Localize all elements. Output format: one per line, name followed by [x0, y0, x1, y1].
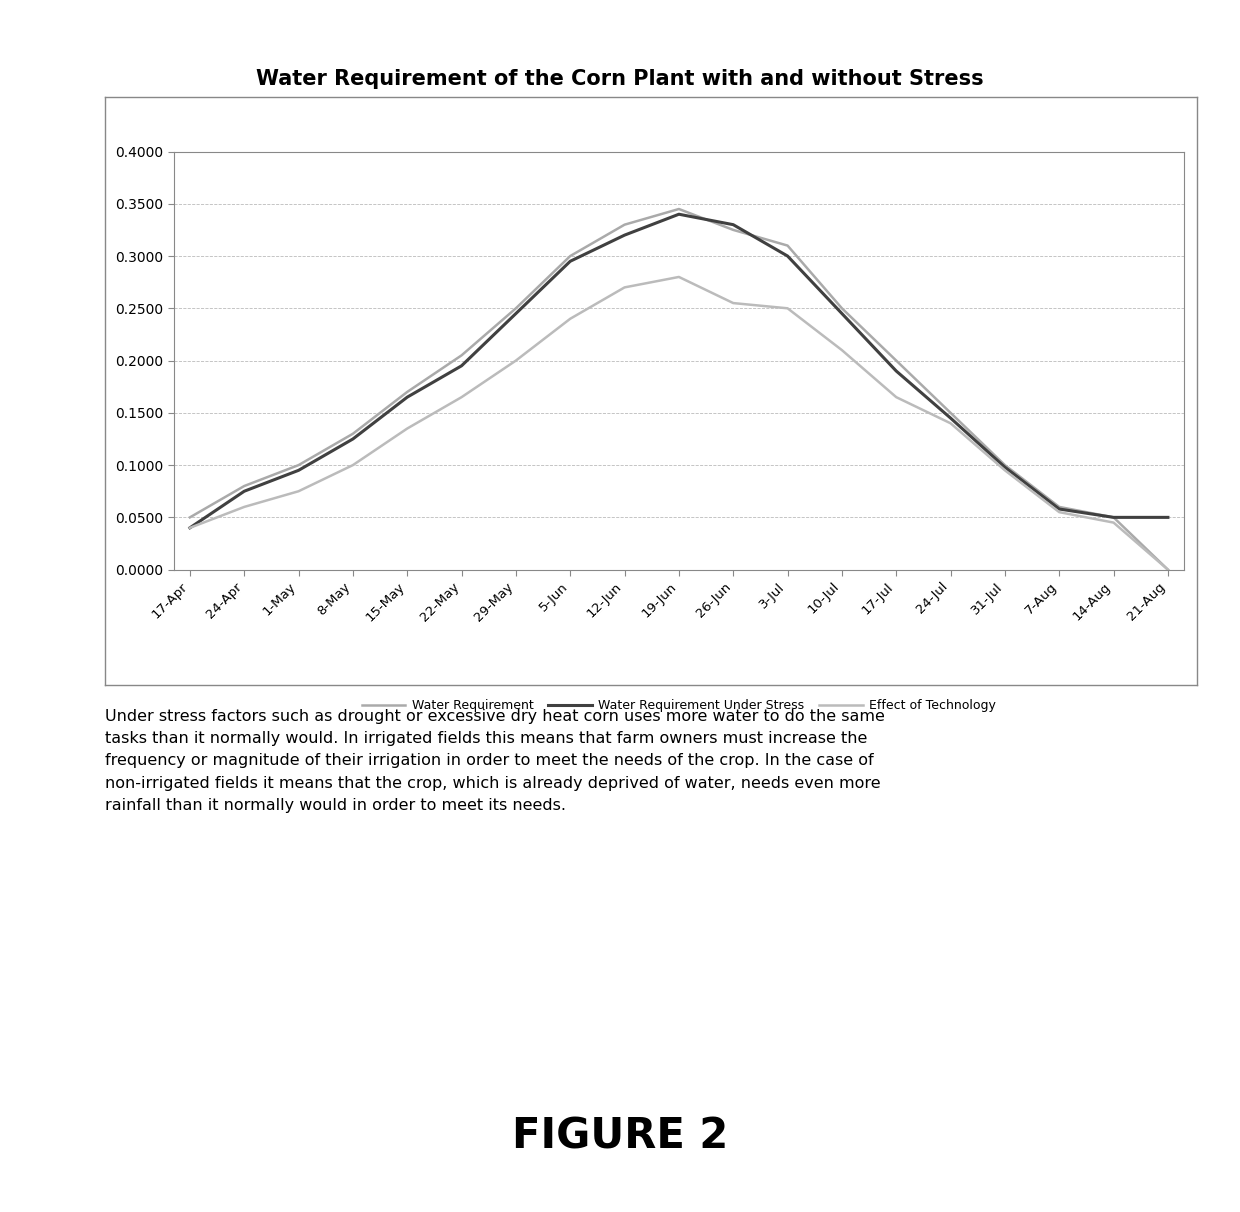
- Water Requirement Under Stress: [1052, 502, 1066, 516]
- Effect of Technology: [1161, 562, 1176, 577]
- Water Requirement Under Stress: [1106, 510, 1121, 525]
- Text: FIGURE 2: FIGURE 2: [512, 1116, 728, 1157]
- Effect of Technology: [399, 422, 414, 436]
- Water Requirement Under Stress: [291, 463, 306, 478]
- Water Requirement: [780, 239, 795, 253]
- Effect of Technology: [835, 343, 849, 358]
- Effect of Technology: [563, 311, 578, 326]
- Line: Effect of Technology: Effect of Technology: [190, 278, 1168, 570]
- Water Requirement Under Stress: [997, 459, 1012, 474]
- Water Requirement Under Stress: [780, 248, 795, 263]
- Line: Water Requirement: Water Requirement: [190, 208, 1168, 570]
- Effect of Technology: [780, 301, 795, 315]
- Water Requirement Under Stress: [618, 228, 632, 242]
- Water Requirement Under Stress: [672, 207, 687, 222]
- Effect of Technology: [454, 390, 469, 405]
- Water Requirement Under Stress: [1161, 510, 1176, 525]
- Water Requirement: [237, 479, 252, 493]
- Effect of Technology: [1106, 515, 1121, 530]
- Effect of Technology: [291, 484, 306, 498]
- Effect of Technology: [618, 280, 632, 295]
- Effect of Technology: [508, 354, 523, 368]
- Water Requirement: [1052, 499, 1066, 514]
- Water Requirement: [835, 301, 849, 315]
- Text: Water Requirement of the Corn Plant with and without Stress: Water Requirement of the Corn Plant with…: [257, 69, 983, 88]
- Effect of Technology: [237, 499, 252, 514]
- Water Requirement: [1161, 562, 1176, 577]
- Line: Water Requirement Under Stress: Water Requirement Under Stress: [190, 215, 1168, 528]
- Water Requirement Under Stress: [889, 364, 904, 378]
- Water Requirement Under Stress: [835, 307, 849, 321]
- Text: Under stress factors such as drought or excessive dry heat corn uses more water : Under stress factors such as drought or …: [105, 709, 885, 813]
- Effect of Technology: [672, 270, 687, 285]
- Water Requirement Under Stress: [346, 431, 361, 446]
- Water Requirement: [725, 223, 740, 238]
- Effect of Technology: [997, 463, 1012, 478]
- Effect of Technology: [944, 416, 959, 430]
- Effect of Technology: [182, 521, 197, 536]
- Effect of Technology: [346, 458, 361, 473]
- Water Requirement: [944, 406, 959, 421]
- Water Requirement: [889, 354, 904, 368]
- Water Requirement: [563, 248, 578, 263]
- Water Requirement Under Stress: [182, 521, 197, 536]
- Effect of Technology: [725, 296, 740, 310]
- Water Requirement: [182, 510, 197, 525]
- Water Requirement Under Stress: [944, 411, 959, 425]
- Water Requirement Under Stress: [454, 359, 469, 373]
- Water Requirement: [1106, 510, 1121, 525]
- Effect of Technology: [1052, 505, 1066, 520]
- Legend: Water Requirement, Water Requirement Under Stress, Effect of Technology: Water Requirement, Water Requirement Und…: [356, 693, 1002, 719]
- Water Requirement: [346, 427, 361, 441]
- Water Requirement: [997, 458, 1012, 473]
- Water Requirement Under Stress: [508, 307, 523, 321]
- Water Requirement Under Stress: [399, 390, 414, 405]
- Water Requirement: [618, 217, 632, 231]
- Effect of Technology: [889, 390, 904, 405]
- Water Requirement Under Stress: [563, 255, 578, 269]
- Water Requirement: [399, 384, 414, 399]
- Water Requirement: [508, 301, 523, 315]
- Water Requirement: [291, 458, 306, 473]
- Water Requirement: [454, 348, 469, 362]
- Water Requirement: [672, 201, 687, 216]
- Water Requirement Under Stress: [725, 217, 740, 231]
- Water Requirement Under Stress: [237, 484, 252, 498]
